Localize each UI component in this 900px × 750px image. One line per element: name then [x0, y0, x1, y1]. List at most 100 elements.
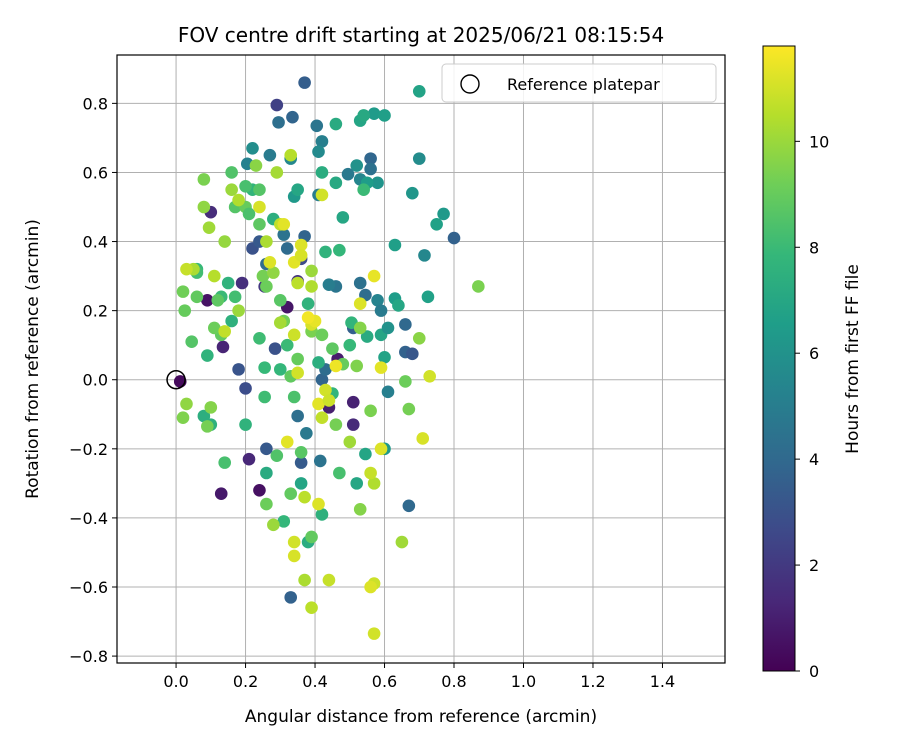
data-point [190, 290, 204, 304]
reference-marker-group [166, 369, 186, 390]
data-point [437, 207, 450, 221]
data-point [277, 217, 291, 231]
data-point [260, 466, 273, 480]
data-point [374, 304, 388, 317]
data-point [374, 442, 388, 456]
data-point [287, 549, 301, 563]
data-point [273, 293, 287, 307]
data-point [207, 321, 221, 335]
data-point [253, 331, 266, 345]
data-point [185, 335, 198, 349]
legend-label: Reference platepar [507, 75, 660, 94]
data-point [364, 580, 377, 594]
y-tick-label: −0.8 [69, 647, 108, 666]
data-point [336, 211, 350, 224]
data-point [201, 349, 214, 362]
data-point [270, 166, 284, 179]
x-tick-label: 1.4 [650, 672, 675, 691]
data-point [371, 293, 384, 307]
data-point [367, 477, 381, 490]
data-point [412, 152, 426, 165]
data-point [180, 262, 193, 276]
data-point [225, 314, 238, 328]
data-point [294, 477, 308, 490]
data-point [315, 166, 329, 179]
data-point [232, 304, 245, 317]
data-point [301, 297, 315, 311]
data-point [298, 490, 311, 504]
data-point [346, 395, 360, 409]
data-point [197, 409, 211, 423]
data-point [312, 145, 325, 159]
data-point [277, 228, 291, 241]
x-tick-label: 0.4 [302, 672, 327, 691]
data-point [202, 221, 216, 235]
data-point [402, 499, 416, 513]
data-point [329, 117, 343, 131]
data-point [402, 402, 416, 416]
data-point [258, 361, 271, 374]
data-point [353, 297, 367, 311]
data-point [300, 426, 313, 440]
data-point [298, 573, 311, 587]
data-point [260, 280, 273, 293]
data-point [399, 375, 412, 388]
data-point [315, 135, 329, 148]
x-tick-label: 0.2 [233, 672, 258, 691]
data-point [287, 390, 301, 404]
data-point [421, 290, 435, 304]
data-point [315, 188, 329, 202]
colorbar-tick-label: 6 [809, 344, 819, 363]
data-point [201, 420, 214, 433]
x-tick-label: 0.8 [441, 672, 466, 691]
data-point [350, 359, 364, 373]
data-point [277, 515, 291, 528]
y-tick-label: 0.8 [83, 94, 108, 113]
data-point [272, 116, 285, 129]
data-point [291, 352, 304, 366]
data-point [346, 418, 360, 431]
data-point [284, 148, 298, 162]
data-point [343, 435, 357, 449]
data-point [228, 290, 242, 304]
data-point [315, 373, 329, 387]
legend-reference-marker [460, 74, 480, 94]
data-point [378, 350, 391, 364]
data-point [353, 321, 367, 335]
y-tick-label: −0.4 [69, 509, 108, 528]
data-point [260, 497, 273, 511]
data-point [399, 318, 412, 331]
data-point [416, 432, 430, 445]
data-point [305, 530, 318, 544]
colorbar-label: Hours from first FF file [843, 264, 863, 454]
data-point [319, 383, 332, 397]
x-tick-label: 1.2 [580, 672, 605, 691]
colorbar-gradient [762, 45, 796, 672]
data-point [322, 573, 336, 587]
data-point [381, 321, 395, 335]
data-point [392, 299, 405, 312]
data-point [256, 269, 270, 283]
data-point [218, 456, 232, 469]
data-point [225, 183, 238, 197]
data-point [423, 369, 436, 383]
data-point [353, 276, 367, 290]
data-point [263, 148, 277, 162]
y-axis-ticks: −0.8 −0.6 −0.4 −0.2 0.0 0.2 0.4 0.6 0.8 [69, 94, 117, 666]
data-point [178, 304, 192, 317]
colorbar-ticks: 0 2 4 6 8 10 [795, 132, 829, 681]
data-point [239, 179, 252, 193]
grid-lines [117, 55, 725, 663]
data-point [360, 330, 374, 343]
data-point [374, 361, 388, 374]
data-point [267, 518, 280, 532]
data-point [176, 411, 190, 425]
legend: Reference platepar [441, 63, 717, 103]
data-point [406, 347, 419, 361]
y-tick-label: 0.0 [83, 371, 108, 390]
data-point [291, 183, 304, 197]
data-point [395, 535, 409, 549]
data-point [249, 159, 263, 172]
data-point [301, 311, 315, 324]
data-point [322, 394, 336, 407]
